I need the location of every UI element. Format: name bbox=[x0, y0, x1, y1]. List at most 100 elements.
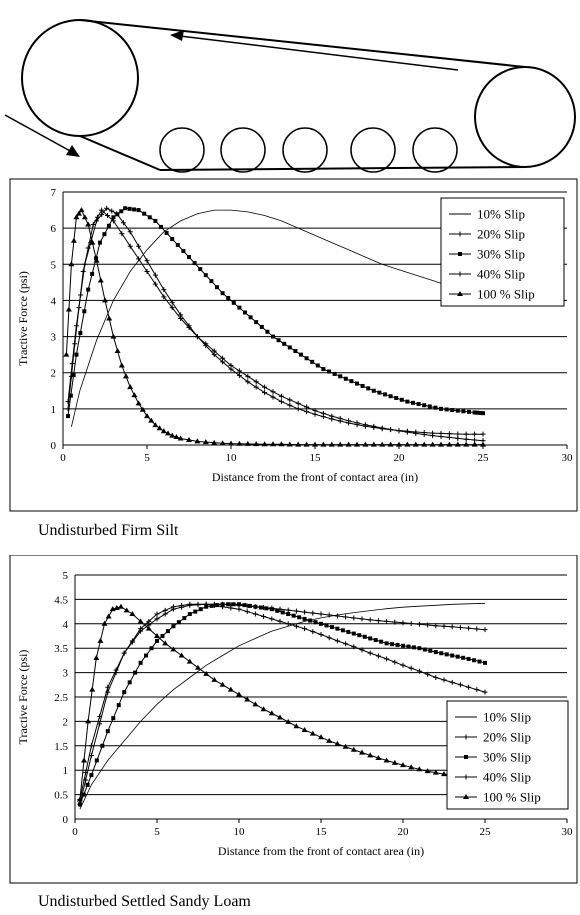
y-tick-label: 0 bbox=[51, 440, 57, 452]
series-line bbox=[79, 602, 486, 810]
legend-label: 40% Slip bbox=[477, 267, 525, 282]
data-point bbox=[477, 659, 482, 664]
data-point bbox=[287, 402, 293, 408]
data-point bbox=[111, 215, 116, 220]
data-point bbox=[421, 441, 428, 447]
data-point bbox=[68, 393, 73, 398]
x-tick-label: 0 bbox=[60, 452, 66, 464]
data-point bbox=[227, 686, 234, 692]
data-point bbox=[94, 758, 99, 763]
data-point bbox=[82, 309, 87, 314]
data-point bbox=[286, 441, 293, 447]
data-point bbox=[472, 437, 478, 443]
data-point bbox=[132, 207, 137, 212]
data-point bbox=[193, 609, 198, 614]
data-point bbox=[359, 616, 365, 622]
y-tick-label: 2 bbox=[63, 716, 69, 728]
data-point bbox=[144, 258, 150, 264]
data-point bbox=[186, 658, 193, 664]
data-point bbox=[81, 792, 86, 797]
data-point bbox=[310, 610, 316, 616]
road-wheel bbox=[159, 127, 205, 173]
data-point bbox=[85, 245, 91, 251]
data-point bbox=[215, 285, 219, 290]
data-point bbox=[236, 372, 242, 378]
data-point bbox=[120, 220, 126, 226]
data-point bbox=[430, 430, 436, 436]
data-point bbox=[375, 755, 382, 760]
data-point bbox=[89, 239, 96, 245]
y-tick-label: 7 bbox=[51, 187, 57, 199]
data-point bbox=[74, 352, 79, 357]
data-point bbox=[178, 312, 184, 318]
x-tick-label: 20 bbox=[398, 826, 410, 838]
x-axis-label: Distance from the front of contact area … bbox=[212, 470, 418, 484]
data-point bbox=[262, 390, 268, 396]
data-point bbox=[68, 261, 75, 267]
data-point bbox=[391, 759, 398, 765]
data-point bbox=[142, 211, 147, 216]
data-point bbox=[236, 440, 243, 446]
data-point bbox=[265, 329, 270, 334]
data-point bbox=[101, 620, 108, 626]
data-point bbox=[65, 306, 72, 312]
data-point bbox=[401, 643, 405, 648]
data-point bbox=[474, 687, 480, 693]
data-point bbox=[354, 422, 360, 428]
data-point bbox=[254, 320, 259, 325]
data-point bbox=[270, 394, 276, 400]
legend-marker bbox=[457, 291, 463, 296]
data-point bbox=[102, 297, 108, 303]
data-point bbox=[139, 406, 146, 412]
data-point bbox=[195, 602, 201, 608]
y-tick-label: 1 bbox=[63, 765, 69, 777]
data-point bbox=[334, 740, 341, 746]
data-point bbox=[83, 770, 89, 776]
data-point bbox=[127, 243, 133, 249]
data-point bbox=[203, 601, 209, 607]
data-point bbox=[399, 397, 404, 402]
data-point bbox=[203, 273, 208, 278]
data-point bbox=[82, 261, 88, 267]
data-point bbox=[312, 411, 318, 417]
x-tick-label: 10 bbox=[226, 452, 238, 464]
data-point bbox=[287, 397, 293, 403]
data-point bbox=[127, 229, 133, 235]
data-point bbox=[351, 644, 357, 650]
data-point bbox=[478, 410, 483, 415]
chart-sandy-loam: 0 0.5 1 1.5 2 2.5 3 3.5 4 4.5 5 0 5 10 15 20 25 30 Distanc… bbox=[9, 555, 578, 884]
legend-marker bbox=[464, 755, 468, 759]
data-point bbox=[329, 416, 335, 422]
data-point bbox=[105, 212, 111, 218]
data-point bbox=[405, 399, 410, 404]
data-point bbox=[362, 441, 369, 447]
data-point bbox=[138, 628, 144, 634]
data-point bbox=[109, 208, 115, 214]
data-point bbox=[192, 261, 197, 266]
data-point bbox=[236, 602, 242, 608]
data-point bbox=[114, 348, 121, 354]
data-point bbox=[400, 662, 406, 668]
data-point bbox=[293, 608, 299, 614]
data-point bbox=[106, 223, 111, 228]
data-point bbox=[90, 222, 96, 228]
data-point bbox=[449, 679, 455, 685]
data-point bbox=[86, 287, 91, 292]
data-point bbox=[63, 351, 70, 357]
data-point bbox=[481, 411, 485, 416]
data-point bbox=[295, 400, 301, 406]
chart-caption-sandy-loam: Undisturbed Settled Sandy Loam bbox=[38, 893, 251, 910]
data-point bbox=[329, 625, 334, 630]
data-point bbox=[219, 681, 226, 687]
data-point bbox=[248, 315, 253, 320]
data-point bbox=[295, 441, 302, 447]
data-point bbox=[220, 291, 225, 296]
data-point bbox=[71, 373, 76, 378]
data-point bbox=[337, 418, 343, 424]
data-point bbox=[433, 650, 438, 655]
data-point bbox=[176, 620, 181, 625]
y-tick-label: 3 bbox=[63, 668, 69, 680]
data-point bbox=[264, 606, 269, 611]
data-point bbox=[326, 737, 333, 743]
data-point bbox=[175, 243, 180, 248]
